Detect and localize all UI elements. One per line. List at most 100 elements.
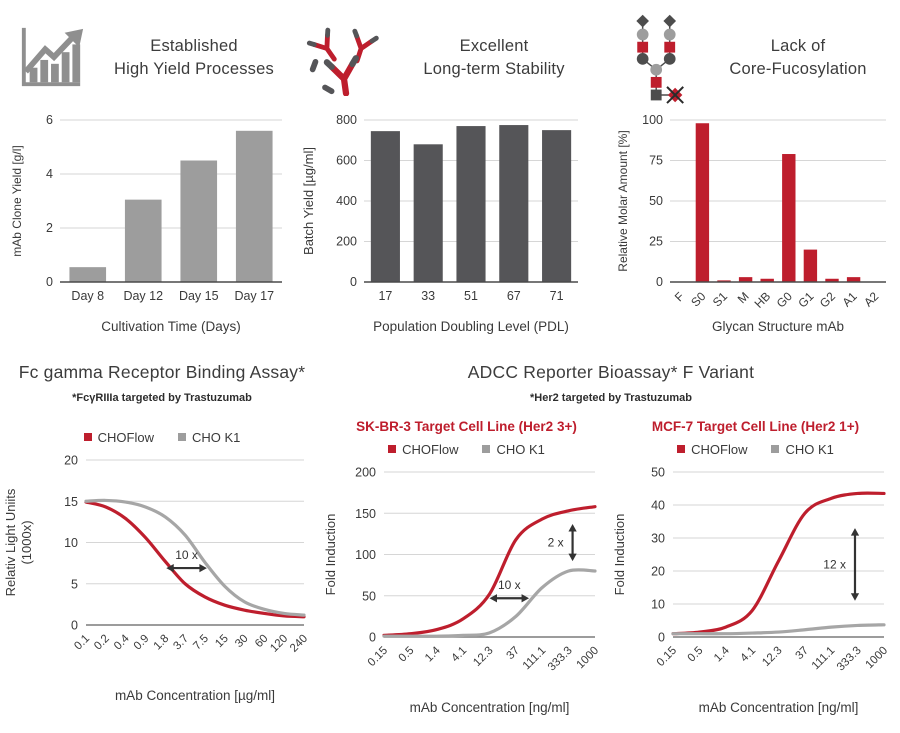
- svg-text:Day 17: Day 17: [234, 289, 274, 303]
- skbr3-panel: SK-BR-3 Target Cell Line (Her2 3+) CHOFl…: [322, 404, 611, 726]
- svg-text:Population Doubling Level (PDL: Population Doubling Level (PDL): [373, 319, 569, 334]
- svg-text:20: 20: [64, 454, 78, 468]
- svg-text:800: 800: [336, 113, 357, 127]
- svg-text:S1: S1: [710, 289, 731, 310]
- legend-marker-chok1: [177, 433, 186, 441]
- legend-label-chok1: CHO K1: [496, 441, 545, 457]
- glycan-bar-chart: 0 25 50 75 100 F S0 S1 M HB G0 G1 G2 A1 A2 Glycan Struc…: [616, 113, 886, 334]
- legend-item-chok1: CHO K1: [482, 441, 545, 457]
- fc-gamma-title: Fc gamma Receptor Binding Assay*: [18, 362, 306, 382]
- svg-text:333.3: 333.3: [546, 645, 575, 674]
- svg-text:10: 10: [651, 598, 665, 612]
- adcc-title: ADCC Reporter Bioassay* F Variant: [467, 362, 755, 382]
- svg-text:333.3: 333.3: [835, 645, 864, 674]
- svg-text:3.7: 3.7: [171, 633, 191, 653]
- legend-item-chok1: CHO K1: [177, 430, 240, 445]
- skbr3-title: SK-BR-3 Target Cell Line (Her2 3+): [356, 419, 577, 434]
- svg-text:111.1: 111.1: [521, 645, 549, 673]
- svg-text:100: 100: [642, 113, 663, 127]
- svg-text:17: 17: [378, 289, 392, 303]
- svg-text:Cultivation Time (Days): Cultivation Time (Days): [101, 319, 241, 334]
- svg-text:15: 15: [64, 495, 78, 509]
- svg-text:33: 33: [421, 289, 435, 303]
- adcc-subtitle: *Her2 targeted by Trastuzumab: [530, 392, 692, 404]
- svg-text:0.4: 0.4: [112, 632, 132, 652]
- svg-text:1.4: 1.4: [712, 644, 732, 664]
- svg-text:1.4: 1.4: [423, 644, 443, 664]
- legend-label-chok1: CHO K1: [785, 441, 834, 457]
- legend-item-choflow: CHOFlow: [677, 442, 747, 457]
- fc-gamma-subtitle: *FcγRIIIa targeted by Trastuzumab: [72, 392, 252, 404]
- legend-marker-chok1: [482, 445, 491, 453]
- panel-high-yield-title: Established High Yield Processes: [96, 35, 292, 81]
- svg-text:12.3: 12.3: [760, 645, 784, 669]
- growth-chart-icon: [8, 25, 96, 91]
- svg-text:1000: 1000: [864, 645, 891, 672]
- svg-text:S0: S0: [688, 289, 709, 310]
- svg-text:F: F: [672, 289, 687, 304]
- svg-text:1000: 1000: [575, 645, 602, 672]
- panel-high-yield: Established High Yield Processes 0 2 4 6 Day…: [8, 10, 292, 343]
- svg-text:0.5: 0.5: [686, 645, 706, 665]
- legend-marker-chok1: [771, 445, 780, 453]
- svg-text:4.1: 4.1: [738, 645, 758, 665]
- mcf7-line-chart: 0 10 20 30 40 50 0.15 0.5 1.4 4.1 12.3 37111.1333.3…: [612, 466, 891, 716]
- svg-text:0: 0: [369, 631, 376, 645]
- svg-text:600: 600: [336, 154, 357, 168]
- svg-text:10: 10: [64, 536, 78, 550]
- svg-text:0.1: 0.1: [72, 633, 92, 653]
- svg-text:25: 25: [649, 235, 663, 249]
- legend-marker-choflow: [388, 445, 397, 453]
- svg-text:7.5: 7.5: [191, 633, 211, 653]
- svg-text:0: 0: [46, 275, 53, 289]
- panel-fucosylation-title: Lack of Core-Fucosylation: [702, 35, 894, 81]
- svg-text:Batch Yield [µg/ml]: Batch Yield [µg/ml]: [301, 147, 316, 255]
- svg-text:71: 71: [550, 289, 564, 303]
- legend-marker-choflow: [677, 445, 686, 453]
- panel-title-line1: Established: [150, 36, 238, 55]
- svg-text:30: 30: [651, 532, 665, 546]
- svg-text:37: 37: [793, 645, 811, 663]
- legend-item-chok1: CHO K1: [771, 441, 834, 457]
- svg-text:0: 0: [658, 631, 665, 645]
- svg-text:G0: G0: [774, 289, 795, 310]
- svg-text:6: 6: [46, 113, 53, 127]
- svg-text:2 x: 2 x: [548, 536, 564, 550]
- svg-text:G1: G1: [795, 289, 816, 310]
- svg-text:40: 40: [651, 499, 665, 513]
- mcf7-title: MCF-7 Target Cell Line (Her2 1+): [651, 419, 860, 434]
- panel-fucosylation-header: Lack of Core-Fucosylation: [614, 10, 894, 106]
- svg-text:Day 8: Day 8: [71, 289, 104, 303]
- fc-gamma-legend: CHOFlow CHO K1: [2, 428, 322, 446]
- svg-text:200: 200: [336, 235, 357, 249]
- mcf7-legend: CHOFlow CHO K1: [611, 440, 900, 458]
- fc-gamma-section: Fc gamma Receptor Binding Assay* *FcγRII…: [2, 362, 322, 714]
- skbr3-line-chart: 0 50 100 150 200 0.15 0.5 1.4 4.1 12.3 37111.1333.…: [323, 466, 602, 716]
- svg-text:37: 37: [504, 645, 522, 663]
- svg-text:A2: A2: [861, 289, 882, 310]
- svg-text:Relative Molar Amount [%]: Relative Molar Amount [%]: [616, 130, 630, 271]
- panel-high-yield-header: Established High Yield Processes: [8, 10, 292, 106]
- svg-text:10 x: 10 x: [175, 548, 198, 562]
- svg-text:12.3: 12.3: [471, 645, 495, 669]
- batch-yield-bar-chart: 0 200 400 600 800 17 33 51 67 71 Population Doubli…: [301, 113, 578, 334]
- mcf7-panel: MCF-7 Target Cell Line (Her2 1+) CHOFlow…: [611, 404, 900, 726]
- svg-text:0: 0: [71, 619, 78, 633]
- svg-text:(1000x): (1000x): [19, 520, 34, 564]
- svg-text:2: 2: [46, 221, 53, 235]
- svg-text:Day 12: Day 12: [123, 289, 163, 303]
- svg-text:mAb Clone Yield [g/l]: mAb Clone Yield [g/l]: [10, 145, 24, 256]
- legend-label-choflow: CHOFlow: [691, 441, 748, 457]
- svg-text:50: 50: [651, 466, 665, 480]
- panel-stability-header: Excellent Long-term Stability: [300, 10, 600, 106]
- svg-text:100: 100: [355, 548, 376, 562]
- svg-text:Relativ Light Uniits: Relativ Light Uniits: [3, 488, 18, 596]
- svg-text:M: M: [735, 289, 752, 306]
- svg-text:12 x: 12 x: [823, 557, 846, 571]
- svg-text:120: 120: [268, 633, 290, 655]
- panel-title-line1: Excellent: [459, 36, 529, 55]
- svg-text:Glycan Structure mAb: Glycan Structure mAb: [712, 319, 844, 334]
- svg-text:A1: A1: [839, 289, 860, 310]
